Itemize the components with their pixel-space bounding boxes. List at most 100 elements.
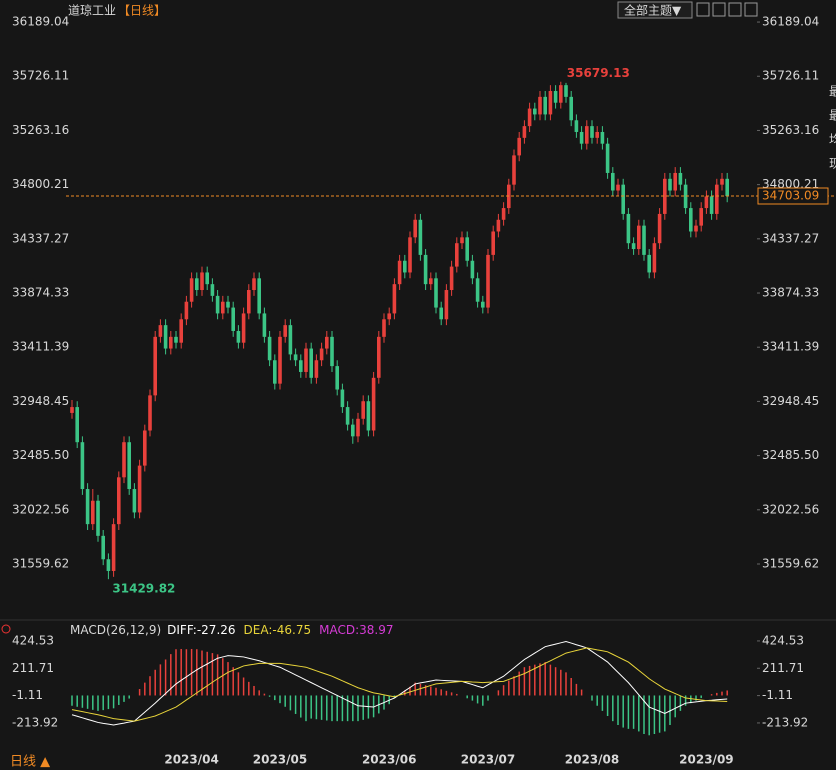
- candle-body: [195, 278, 199, 291]
- candle-body: [184, 301, 189, 320]
- y-tick-label: 36189.04: [12, 15, 69, 29]
- y-tick-label: 33874.33: [762, 286, 819, 300]
- candle-body: [335, 366, 339, 390]
- macd-legend: MACD(26,12,9) DIFF:-27.26 DEA:-46.75 MACD:3…: [70, 623, 393, 637]
- candle-body: [236, 330, 241, 343]
- macd-line: [71, 647, 728, 722]
- candle-body: [314, 360, 319, 378]
- candle-body: [512, 155, 516, 185]
- candle-body: [273, 360, 277, 384]
- candle-body: [361, 401, 365, 419]
- candle-body: [205, 272, 209, 285]
- candle-body: [439, 307, 443, 320]
- candle-body: [611, 172, 615, 191]
- candle-body: [319, 348, 324, 361]
- y-tick-label: 32948.45: [12, 394, 69, 408]
- y-tick-label: 32948.45: [762, 394, 819, 408]
- candle-body: [429, 278, 433, 285]
- y-tick-label: 36189.04: [762, 15, 819, 29]
- y-tick-label: 35263.16: [12, 123, 69, 137]
- candle-body: [117, 477, 121, 525]
- candle-body: [663, 178, 667, 214]
- candle-body: [91, 500, 95, 525]
- side-label: 最: [829, 85, 836, 99]
- candle-body: [262, 313, 267, 337]
- candle-body: [491, 231, 495, 255]
- candle-body: [470, 260, 475, 279]
- candle-body: [122, 442, 126, 478]
- candle-body: [288, 325, 293, 355]
- candle-body: [626, 213, 631, 244]
- candle-body: [527, 108, 532, 127]
- candle-body: [96, 500, 100, 536]
- candle-body: [252, 278, 256, 291]
- candle-body: [325, 336, 329, 349]
- candle-body: [517, 137, 521, 156]
- legend-text: DEA:: [244, 623, 273, 637]
- candle-body: [200, 272, 204, 291]
- candle-body: [418, 219, 423, 255]
- legend-text: MACD(26,12,9): [70, 623, 161, 637]
- candle-body: [408, 237, 412, 273]
- candle-body: [226, 301, 230, 308]
- legend-text: DIFF:: [167, 623, 197, 637]
- candle-body: [377, 336, 381, 378]
- candle-body: [585, 126, 589, 144]
- candle-body: [247, 290, 251, 314]
- tool-button[interactable]: [728, 2, 742, 17]
- candle-body: [179, 319, 183, 343]
- candle-body: [553, 91, 558, 103]
- theme-button[interactable]: 全部主题▼: [624, 3, 682, 18]
- candle-body: [387, 313, 391, 320]
- candle-body: [169, 336, 173, 349]
- y-tick-label: 31559.62: [12, 556, 69, 570]
- candle-body: [70, 407, 74, 413]
- y-tick-label: 32022.56: [762, 502, 819, 516]
- tool-button[interactable]: [744, 2, 758, 17]
- y-tick-label: -213.92: [12, 715, 58, 729]
- candle-body: [397, 260, 402, 285]
- candle-body: [481, 301, 485, 308]
- period: 【日线】: [118, 4, 166, 18]
- candle-body: [413, 219, 417, 238]
- y-tick-label: 34800.21: [12, 177, 69, 191]
- candle-body: [683, 184, 688, 209]
- candle-body: [475, 278, 480, 302]
- y-tick-label: 33411.39: [762, 340, 819, 354]
- candle-body: [460, 237, 464, 244]
- x-tick-label: 2023/04: [164, 753, 218, 767]
- indicator-icon[interactable]: [1, 624, 11, 634]
- y-tick-label: 32485.50: [762, 448, 819, 462]
- candle-body: [231, 307, 235, 331]
- y-tick-label: 33874.33: [12, 286, 69, 300]
- footer-period[interactable]: 日线 ▲: [10, 755, 50, 770]
- candle-body: [210, 284, 215, 296]
- tool-button[interactable]: [696, 2, 710, 17]
- candle-body: [215, 295, 220, 314]
- candle-body: [715, 184, 719, 214]
- candle-body: [106, 559, 111, 571]
- candle-body: [345, 407, 350, 425]
- tool-button[interactable]: [712, 2, 726, 17]
- candle-body: [143, 430, 147, 466]
- candle-body: [304, 348, 308, 372]
- candle-body: [637, 225, 641, 250]
- candle-body: [85, 489, 90, 525]
- candle-body: [579, 131, 584, 144]
- candle-body: [559, 85, 563, 103]
- candle-body: [449, 266, 454, 291]
- candle-body: [340, 389, 345, 408]
- candle-body: [673, 172, 677, 191]
- candle-body: [148, 395, 152, 431]
- candle-body: [564, 85, 568, 97]
- candle-body: [101, 535, 105, 560]
- x-tick-label: 2023/08: [565, 753, 619, 767]
- y-tick-label: 35726.11: [12, 69, 69, 83]
- candle-body: [309, 348, 313, 378]
- candle-body: [392, 284, 397, 314]
- theme-button-box[interactable]: [617, 1, 693, 19]
- candle-body: [616, 184, 620, 191]
- candle-body: [548, 91, 553, 115]
